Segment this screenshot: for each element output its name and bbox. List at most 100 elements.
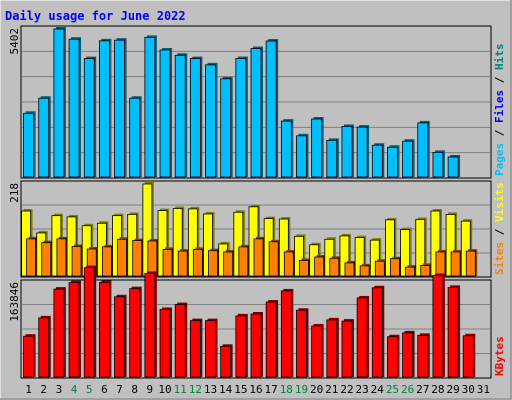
x-tick-label: 4 bbox=[71, 383, 78, 396]
bar-kbytes-day-29 bbox=[447, 286, 459, 378]
bar-kbytes-day-30 bbox=[462, 335, 474, 378]
bar-kbytes-day-5 bbox=[83, 267, 95, 378]
bar-sites-day-6 bbox=[101, 246, 112, 277]
bar-hits-day-26 bbox=[402, 140, 414, 178]
series-label-kbytes: KBytes bbox=[493, 336, 506, 376]
bar-sites-day-18 bbox=[283, 251, 294, 277]
bar-sites-day-26 bbox=[405, 266, 416, 277]
x-tick-label: 3 bbox=[56, 383, 63, 396]
bar-hits-day-11 bbox=[174, 54, 186, 178]
bar-kbytes-day-23 bbox=[356, 297, 368, 378]
bar-kbytes-day-3 bbox=[53, 288, 65, 378]
x-tick-label: 7 bbox=[116, 383, 123, 396]
bar-kbytes-day-26 bbox=[402, 332, 414, 378]
bar-hits-day-6 bbox=[98, 40, 110, 178]
bar-hits-day-21 bbox=[326, 139, 338, 178]
bar-hits-day-9 bbox=[144, 36, 156, 178]
x-tick-label: 12 bbox=[189, 383, 202, 396]
bar-hits-day-23 bbox=[356, 126, 368, 178]
bar-kbytes-day-7 bbox=[114, 296, 125, 378]
x-axis: 1 2 3 4 5 6 7 8 9 10 11 12 13 14 15 16 17 18 19 20 21 22 23 24 2… bbox=[25, 383, 490, 396]
bar-sites-day-10 bbox=[162, 249, 173, 277]
bar-sites-day-25 bbox=[390, 258, 400, 277]
x-tick-label: 2 bbox=[40, 383, 47, 396]
bar-sites-day-2 bbox=[41, 242, 52, 277]
panel-series-labels: KBytes bbox=[493, 336, 506, 376]
bar-hits-day-12 bbox=[189, 58, 201, 178]
bar-sites-day-12 bbox=[192, 249, 203, 277]
bar-sites-day-24 bbox=[374, 260, 385, 277]
bar-kbytes-day-6 bbox=[98, 282, 110, 378]
bar-sites-day-28 bbox=[435, 251, 446, 277]
x-tick-label: 20 bbox=[310, 383, 323, 396]
bar-hits-day-10 bbox=[159, 49, 171, 178]
bar-kbytes-day-27 bbox=[417, 334, 429, 378]
chart-title: Daily usage for June 2022 bbox=[5, 9, 186, 23]
bar-hits-day-8 bbox=[129, 97, 141, 178]
bars bbox=[23, 27, 461, 178]
bars bbox=[23, 265, 476, 378]
bar-sites-day-17 bbox=[268, 241, 279, 277]
bar-sites-day-15 bbox=[238, 246, 249, 277]
panel-series-labels: Pages / Files / Hits bbox=[493, 44, 506, 177]
x-tick-label: 18 bbox=[280, 383, 293, 396]
bar-sites-day-16 bbox=[253, 238, 264, 277]
x-tick-label: 15 bbox=[234, 383, 247, 396]
bar-kbytes-day-22 bbox=[341, 320, 353, 378]
x-tick-label: 29 bbox=[446, 383, 459, 396]
bar-hits-day-4 bbox=[68, 38, 80, 178]
x-tick-label: 19 bbox=[295, 383, 308, 396]
bar-sites-day-20 bbox=[314, 256, 325, 277]
bar-kbytes-day-9 bbox=[144, 273, 156, 378]
bar-visits-day-30 bbox=[460, 220, 471, 277]
bars bbox=[21, 182, 478, 277]
bar-sites-day-1 bbox=[26, 238, 36, 277]
bar-kbytes-day-25 bbox=[387, 336, 398, 378]
bar-visits-day-10 bbox=[157, 210, 168, 277]
bar-sites-day-13 bbox=[208, 250, 218, 277]
bar-sites-day-14 bbox=[223, 251, 234, 277]
x-tick-label: 8 bbox=[131, 383, 138, 396]
panel-hits: 5402 Pages / Files / Hits bbox=[8, 25, 506, 179]
bar-sites-day-11 bbox=[177, 250, 188, 277]
bar-sites-day-30 bbox=[465, 250, 476, 277]
series-label-pages: Pages bbox=[493, 143, 506, 176]
x-tick-label: 31 bbox=[477, 383, 490, 396]
bar-hits-day-20 bbox=[311, 118, 323, 178]
x-tick-label: 28 bbox=[431, 383, 444, 396]
x-tick-label: 9 bbox=[147, 383, 154, 396]
panel-max-label: 163846 bbox=[8, 282, 21, 322]
x-tick-label: 27 bbox=[416, 383, 429, 396]
x-tick-label: 10 bbox=[158, 383, 171, 396]
bar-hits-day-14 bbox=[220, 78, 232, 178]
bar-sites-day-9 bbox=[147, 240, 158, 277]
bar-kbytes-day-16 bbox=[250, 313, 262, 378]
bar-hits-day-28 bbox=[432, 151, 444, 178]
panel-visits: 218 Sites / Visits bbox=[8, 180, 506, 278]
bar-hits-day-22 bbox=[341, 125, 353, 178]
bar-hits-day-17 bbox=[265, 40, 277, 178]
bar-kbytes-day-19 bbox=[296, 309, 307, 378]
bar-visits-day-13 bbox=[203, 213, 213, 277]
series-label-files: Files bbox=[493, 90, 506, 123]
bar-sites-day-8 bbox=[132, 240, 143, 277]
bar-hits-day-3 bbox=[53, 28, 65, 178]
bar-kbytes-day-10 bbox=[159, 309, 171, 378]
bar-visits-day-12 bbox=[187, 208, 198, 277]
bar-sites-day-19 bbox=[299, 259, 309, 277]
panel-series-labels: Sites / Visits bbox=[493, 182, 506, 275]
bar-kbytes-day-21 bbox=[326, 319, 338, 378]
bar-hits-day-2 bbox=[38, 97, 50, 178]
series-label-hits: Hits bbox=[493, 44, 506, 71]
bar-kbytes-day-8 bbox=[129, 288, 141, 378]
x-tick-label: 22 bbox=[340, 383, 353, 396]
bar-sites-day-4 bbox=[71, 246, 82, 277]
bar-visits-day-22 bbox=[339, 235, 350, 277]
x-tick-label: 6 bbox=[101, 383, 108, 396]
bar-hits-day-18 bbox=[280, 120, 292, 178]
bar-kbytes-day-14 bbox=[220, 345, 232, 378]
bar-hits-day-19 bbox=[296, 135, 307, 178]
bar-visits-day-18 bbox=[278, 218, 289, 277]
bar-visits-day-27 bbox=[415, 219, 426, 277]
